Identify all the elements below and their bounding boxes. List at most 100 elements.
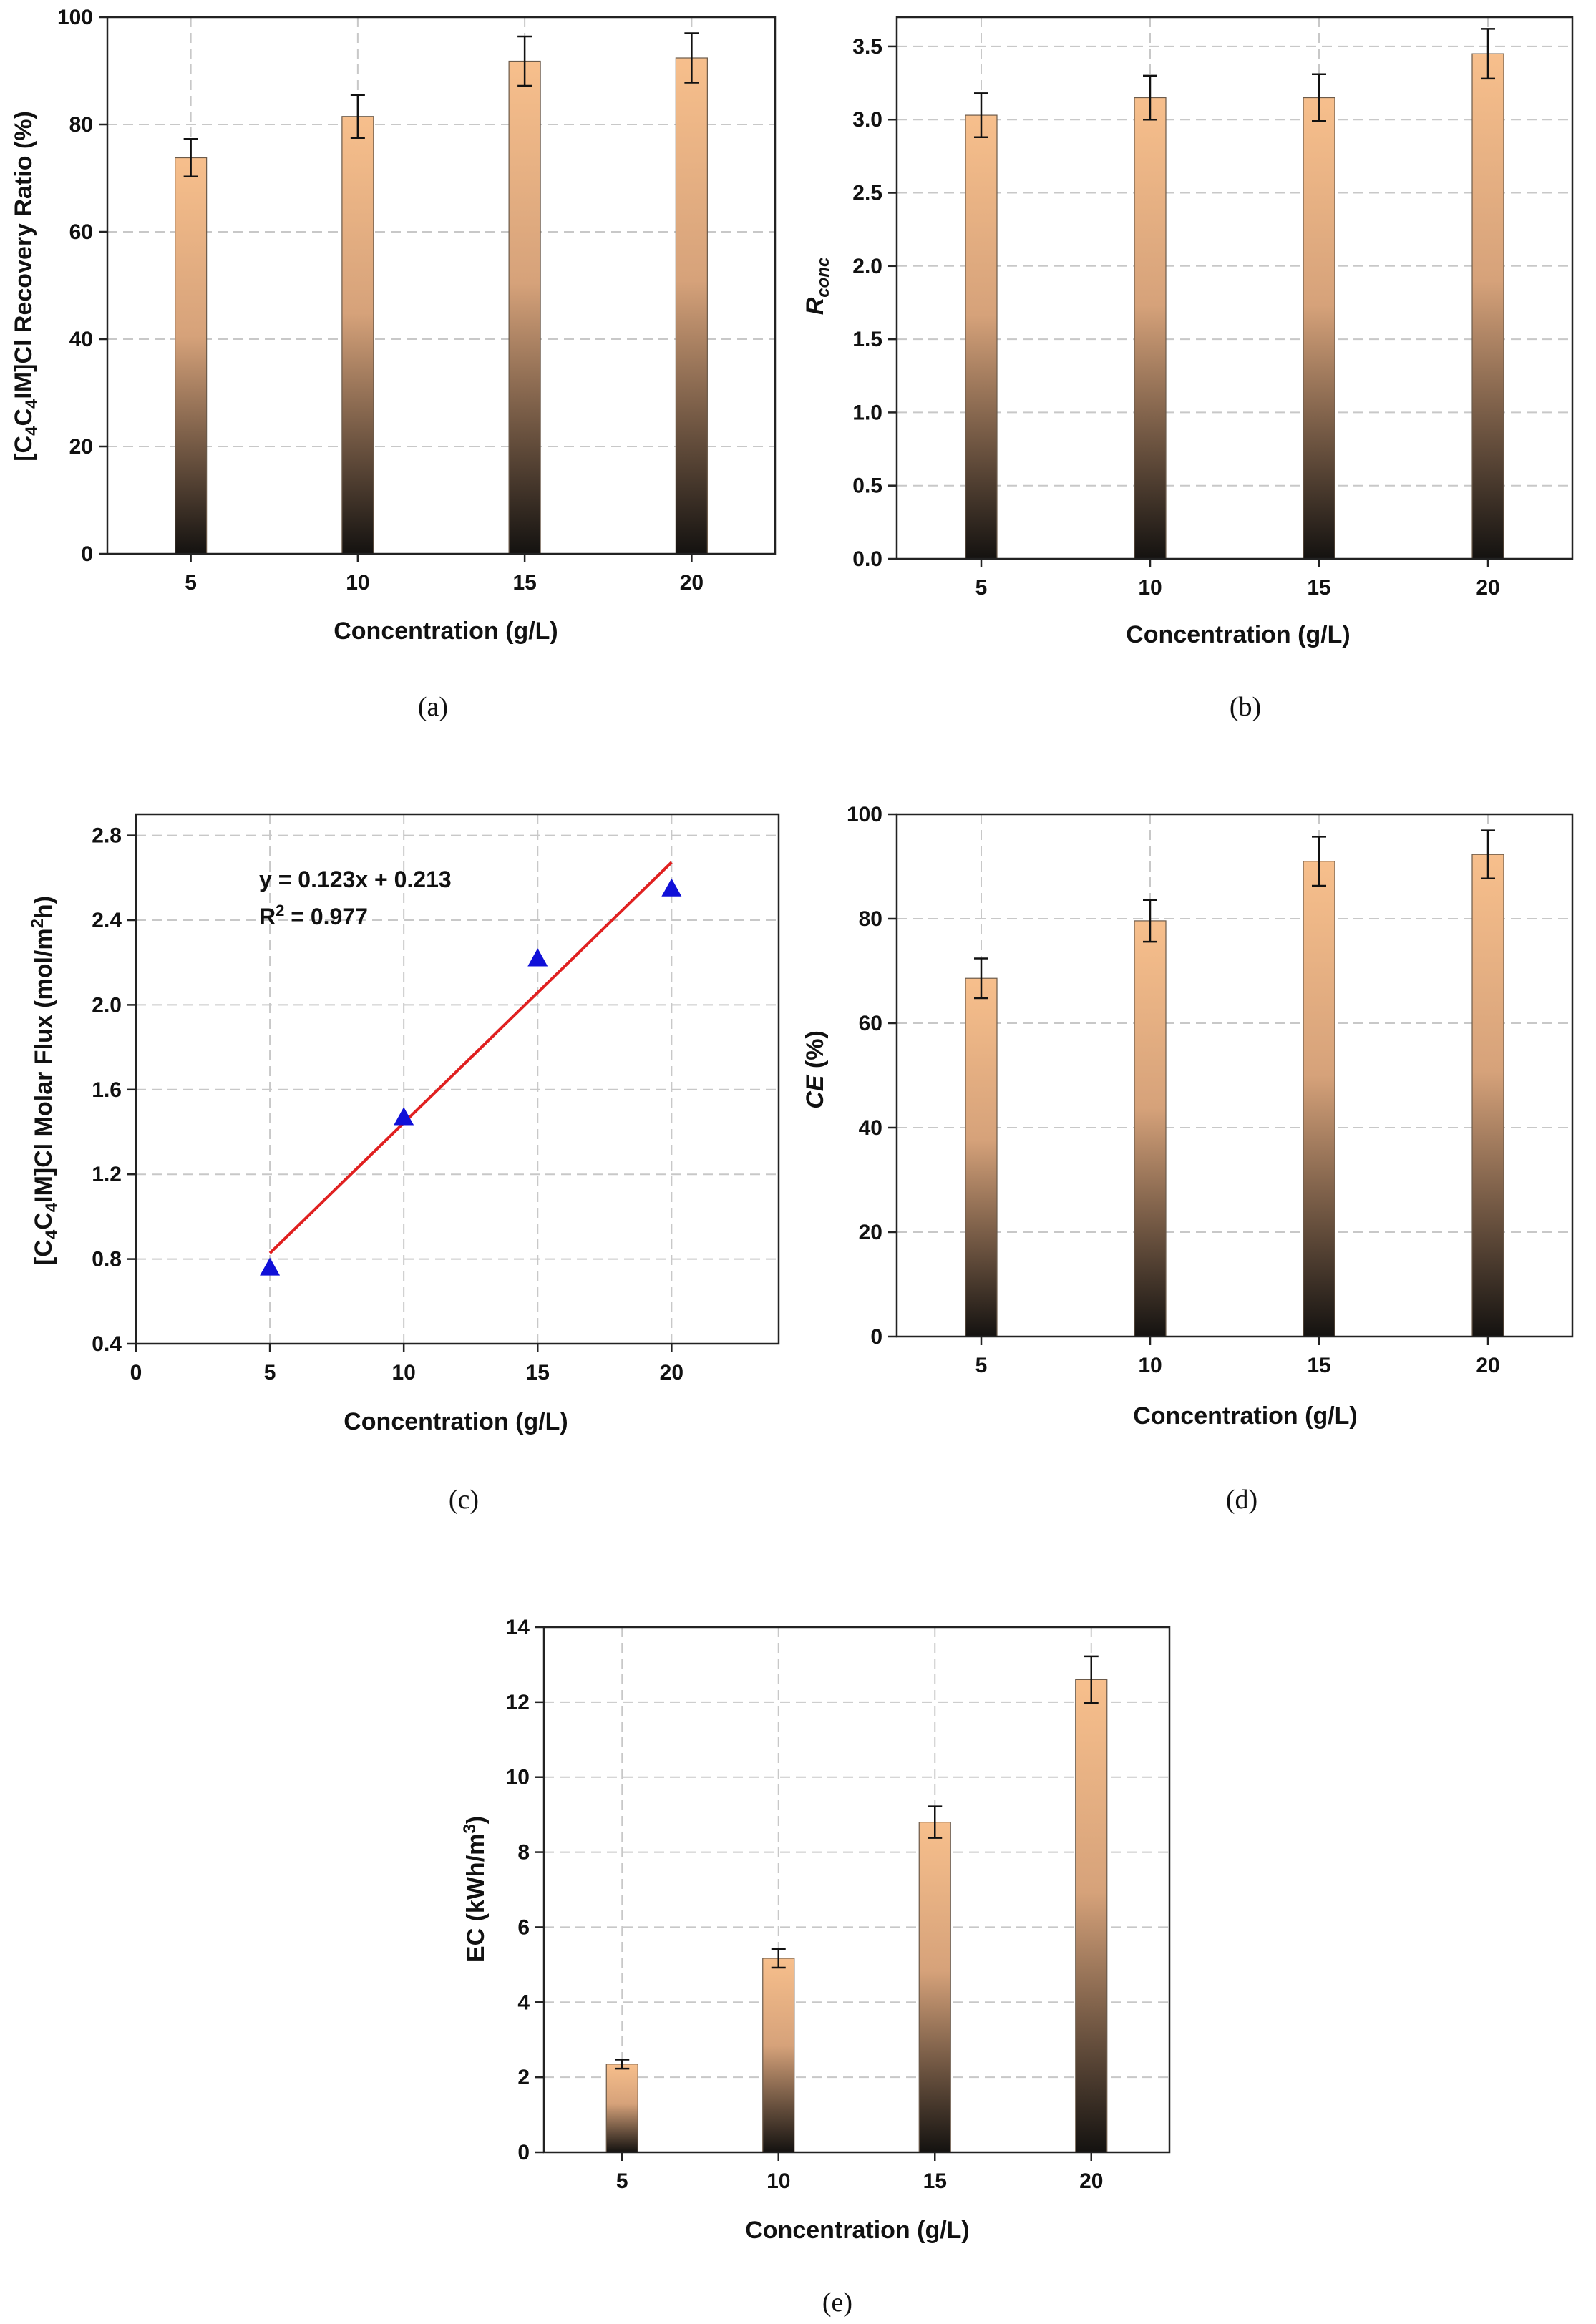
panel-d-frame: [895, 813, 1574, 1338]
panel-b-ytick-label: 2.5: [852, 182, 882, 205]
panel-a: 0 20 40 60 80 100 5 10 15 20 [C4C4IM]Cl Recovery …: [10, 6, 777, 722]
panel-c-ytick-label: 2.8: [92, 824, 122, 848]
panel-e-ytick-label: 6: [517, 1915, 530, 1939]
panel-d-xtick-label: 15: [1307, 1354, 1330, 1377]
panel-e-ytick-label: 14: [506, 1616, 530, 1639]
panel-d-caption: (d): [1226, 1485, 1257, 1515]
panel-d-ytick-label: 0: [870, 1325, 882, 1349]
panel-c-equation: y = 0.123x + 0.213: [259, 866, 452, 892]
panel-b-bar: [1471, 53, 1504, 560]
panel-b-ytick-label: 0.5: [852, 474, 882, 498]
panel-a-bar: [341, 116, 374, 555]
panel-b-xlabel: Concentration (g/L): [1126, 621, 1351, 648]
panel-e-ytick-label: 4: [517, 1991, 530, 2014]
panel-c-plot: 0.4 0.8 1.2 1.6 2.0 2.4 2.8 0 5 10 15 20: [92, 813, 780, 1385]
panel-c-marker: [260, 1257, 281, 1276]
panel-c-xlabel: Concentration (g/L): [344, 1408, 568, 1435]
panel-a-ytick-label: 40: [69, 328, 93, 351]
panel-b-ytick-label: 1.0: [852, 401, 882, 424]
panel-c-xtick-label: 10: [391, 1361, 415, 1385]
panel-d-ylabel: CE (%): [802, 1030, 829, 1109]
panel-a-xlabel: Concentration (g/L): [334, 617, 558, 645]
panel-a-frame: [106, 16, 777, 555]
panel-c-marker: [661, 878, 682, 897]
panel-c-fit-line: [268, 861, 673, 1254]
panel-c-ytick-label: 0.8: [92, 1248, 122, 1271]
panel-c-ytick-label: 1.6: [92, 1078, 122, 1102]
panel-d-xtick-label: 5: [975, 1354, 988, 1377]
panel-a-ytick-label: 60: [69, 220, 93, 244]
panel-c-xtick-label: 15: [526, 1361, 550, 1385]
panel-b-bar: [965, 114, 998, 560]
panel-d-ytick-label: 40: [859, 1116, 882, 1140]
panel-a-plot: 0 20 40 60 80 100 5 10 15 20: [57, 6, 777, 595]
panel-d: 0 20 40 60 80 100 5 10 15 20 CE (%) Concentration…: [802, 803, 1574, 1515]
panel-b-xtick-label: 5: [975, 576, 988, 600]
panel-d-xlabel: Concentration (g/L): [1133, 1402, 1358, 1430]
panel-a-ytick-label: 80: [69, 113, 93, 137]
panel-c: 0.4 0.8 1.2 1.6 2.0 2.4 2.8 0 5 10 15 20 [C4C4IM]Cl…: [28, 813, 780, 1515]
panel-d-ytick-label: 80: [859, 907, 882, 931]
panel-b-caption: (b): [1230, 692, 1261, 722]
panel-e-xtick-label: 20: [1079, 2169, 1103, 2193]
panel-e-xlabel: Concentration (g/L): [745, 2217, 970, 2244]
panel-b: 0.0 0.5 1.0 1.5 2.0 2.5 3.0 3.5 5 10 15 20 Rconc Co…: [802, 16, 1574, 722]
panel-e-ytick-label: 2: [517, 2066, 530, 2089]
panel-d-xtick-label: 10: [1138, 1354, 1162, 1377]
panel-b-ytick-label: 3.5: [852, 35, 882, 59]
panel-c-ytick-label: 1.2: [92, 1163, 122, 1186]
panel-b-xtick-label: 15: [1307, 576, 1330, 600]
panel-c-ylabel: [C4C4IM]Cl Molar Flux (mol/m2h): [28, 896, 62, 1265]
panel-c-caption: (c): [449, 1485, 479, 1515]
panel-e-frame: [542, 1626, 1171, 2154]
panel-b-bar: [1134, 97, 1167, 560]
panel-b-bar: [1303, 97, 1335, 560]
panel-e-ylabel: EC (kWh/m3): [460, 1816, 490, 1962]
panel-e-caption: (e): [822, 2288, 852, 2318]
panel-c-frame: [135, 813, 780, 1345]
panel-a-bar: [508, 60, 541, 555]
panel-e-ytick-label: 0: [517, 2141, 530, 2164]
panel-e-bar: [605, 2064, 638, 2153]
panel-a-ytick-label: 100: [57, 6, 93, 29]
panel-a-xtick-label: 20: [680, 571, 704, 595]
panel-c-marker: [527, 948, 548, 967]
panel-e-ytick-label: 10: [506, 1766, 530, 1790]
panel-c-ytick-label: 2.0: [92, 993, 122, 1017]
panel-b-ytick-label: 1.5: [852, 328, 882, 351]
panel-e-bar: [1075, 1679, 1108, 2153]
panel-e-ytick-label: 12: [506, 1691, 530, 1714]
panel-a-xtick-label: 5: [185, 571, 197, 595]
panel-d-bar: [1303, 861, 1335, 1337]
panel-b-ytick-label: 0.0: [852, 547, 882, 571]
panel-d-bar: [1134, 920, 1167, 1337]
panel-b-frame: [895, 16, 1574, 560]
panel-a-ytick-label: 0: [81, 542, 93, 566]
panel-e-xtick-label: 15: [923, 2169, 947, 2193]
panel-e-plot: 0 2 4 6 8 10 12 14 5 10 15 20: [506, 1616, 1171, 2193]
panel-b-ytick-label: 2.0: [852, 255, 882, 278]
panel-e-xtick-label: 5: [616, 2169, 628, 2193]
panel-c-marker: [394, 1107, 414, 1126]
panel-e-bar: [918, 1822, 951, 2153]
panel-b-xtick-label: 10: [1138, 576, 1162, 600]
panel-e-xtick-label: 10: [767, 2169, 790, 2193]
panel-d-ytick-label: 20: [859, 1221, 882, 1244]
panel-d-plot: 0 20 40 60 80 100 5 10 15 20: [847, 803, 1574, 1377]
panel-d-ytick-label: 60: [859, 1012, 882, 1035]
panel-a-xtick-label: 15: [512, 571, 536, 595]
panel-d-ytick-label: 100: [847, 803, 882, 826]
panel-e: 0 2 4 6 8 10 12 14 5 10 15 20 EC (kWh/m3) Concentra…: [460, 1616, 1171, 2318]
panel-c-xtick-label: 0: [130, 1361, 142, 1385]
panel-d-bar: [1471, 854, 1504, 1337]
panel-b-ylabel: Rconc: [802, 258, 833, 316]
panel-b-xtick-label: 20: [1476, 576, 1499, 600]
panel-c-xtick-label: 20: [660, 1361, 683, 1385]
panel-d-bar: [965, 977, 998, 1337]
panel-c-ytick-label: 2.4: [92, 909, 122, 932]
panel-d-xtick-label: 20: [1476, 1354, 1499, 1377]
panel-a-ylabel: [C4C4IM]Cl Recovery Ratio (%): [10, 111, 42, 462]
panel-e-ytick-label: 8: [517, 1841, 530, 1865]
panel-b-ytick-label: 3.0: [852, 108, 882, 132]
